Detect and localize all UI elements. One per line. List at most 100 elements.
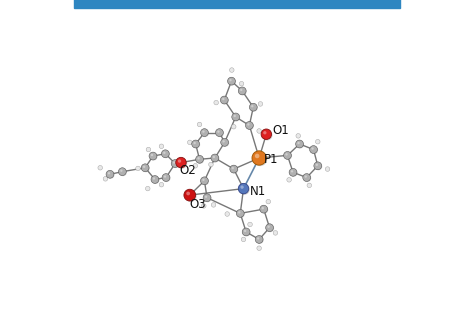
Text: O2: O2 (180, 164, 196, 177)
Circle shape (262, 130, 273, 140)
Circle shape (296, 141, 304, 149)
Circle shape (205, 195, 207, 198)
Circle shape (258, 102, 263, 106)
Circle shape (260, 206, 268, 214)
Circle shape (136, 166, 140, 171)
Circle shape (152, 176, 159, 184)
Circle shape (239, 88, 247, 95)
Circle shape (290, 169, 298, 177)
Circle shape (232, 113, 239, 121)
Circle shape (237, 210, 244, 217)
Circle shape (234, 115, 236, 117)
Circle shape (310, 146, 318, 154)
Bar (74, 0, 400, 8)
Circle shape (253, 152, 267, 166)
Circle shape (296, 133, 301, 138)
Circle shape (265, 224, 273, 232)
Circle shape (211, 155, 219, 163)
Circle shape (238, 183, 249, 194)
Circle shape (240, 185, 244, 189)
Circle shape (216, 129, 224, 137)
Circle shape (303, 174, 311, 182)
Circle shape (238, 211, 240, 214)
Circle shape (146, 147, 151, 152)
Circle shape (261, 129, 272, 139)
Circle shape (150, 153, 157, 161)
Circle shape (232, 167, 234, 169)
Circle shape (162, 150, 169, 158)
Text: P1: P1 (264, 153, 279, 166)
Circle shape (260, 205, 268, 213)
Circle shape (228, 78, 236, 86)
Circle shape (209, 162, 213, 167)
Circle shape (178, 159, 181, 163)
Circle shape (201, 129, 209, 137)
Circle shape (314, 162, 322, 170)
Circle shape (107, 171, 115, 179)
Circle shape (177, 158, 187, 169)
Circle shape (257, 129, 262, 133)
Circle shape (230, 166, 238, 174)
Circle shape (262, 207, 264, 209)
Text: N1: N1 (249, 185, 265, 198)
Circle shape (244, 230, 246, 232)
Circle shape (220, 96, 228, 104)
Circle shape (151, 154, 153, 156)
Circle shape (171, 160, 179, 167)
Circle shape (316, 164, 318, 166)
Circle shape (98, 166, 102, 170)
Circle shape (146, 186, 150, 191)
Circle shape (103, 176, 108, 181)
Circle shape (221, 97, 229, 105)
Circle shape (246, 122, 254, 130)
Circle shape (164, 175, 166, 178)
Circle shape (238, 87, 246, 95)
Text: O1: O1 (272, 124, 289, 137)
Circle shape (267, 226, 270, 228)
Circle shape (255, 236, 263, 243)
Circle shape (232, 114, 240, 121)
Circle shape (159, 182, 164, 187)
Circle shape (222, 140, 225, 143)
Circle shape (230, 165, 237, 173)
Circle shape (237, 210, 245, 218)
Circle shape (257, 246, 262, 251)
Circle shape (162, 174, 170, 181)
Circle shape (202, 179, 205, 181)
Circle shape (305, 175, 307, 178)
Circle shape (214, 100, 219, 105)
Circle shape (297, 142, 300, 144)
Circle shape (172, 160, 180, 168)
Circle shape (284, 152, 292, 160)
Circle shape (325, 167, 330, 171)
Circle shape (287, 177, 292, 182)
Circle shape (186, 192, 190, 195)
Text: O3: O3 (190, 198, 206, 211)
Circle shape (239, 184, 250, 195)
Circle shape (221, 139, 229, 147)
Circle shape (255, 154, 259, 158)
Circle shape (229, 68, 234, 72)
Circle shape (203, 194, 211, 202)
Circle shape (250, 104, 258, 112)
Circle shape (221, 138, 228, 146)
Circle shape (257, 237, 259, 240)
Circle shape (225, 212, 229, 216)
Circle shape (229, 79, 232, 81)
Circle shape (202, 131, 205, 133)
Circle shape (201, 204, 206, 208)
Circle shape (176, 157, 186, 168)
Circle shape (106, 170, 114, 178)
Circle shape (163, 174, 171, 182)
Circle shape (197, 157, 200, 159)
Circle shape (184, 189, 196, 201)
Circle shape (222, 98, 225, 100)
Circle shape (243, 229, 251, 236)
Circle shape (289, 168, 297, 176)
Circle shape (211, 203, 216, 207)
Circle shape (256, 236, 264, 244)
Circle shape (159, 144, 164, 149)
Circle shape (241, 237, 246, 242)
Circle shape (216, 129, 223, 136)
Circle shape (228, 77, 236, 85)
